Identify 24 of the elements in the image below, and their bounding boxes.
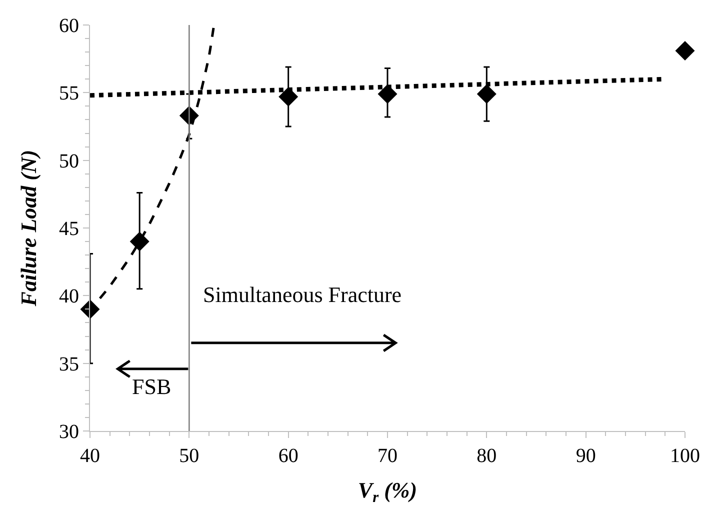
point xyxy=(278,86,298,106)
x-tick-label: 50 xyxy=(179,445,200,467)
y-tick-label: 55 xyxy=(59,82,79,105)
y-tick-label: 50 xyxy=(59,150,79,172)
annotation: FSB xyxy=(132,374,172,399)
x-tick-label: 80 xyxy=(476,445,497,467)
point xyxy=(675,40,695,60)
x-tick-label: 60 xyxy=(278,445,298,467)
x-tick-label: 100 xyxy=(670,445,700,467)
x-tick-label: 70 xyxy=(378,445,398,467)
point xyxy=(80,299,100,319)
y-tick-label: 60 xyxy=(59,15,79,37)
annotation: Simultaneous Fracture xyxy=(203,282,402,307)
y-tick-label: 30 xyxy=(59,421,79,443)
point xyxy=(130,232,150,252)
y-tick-label: 45 xyxy=(59,218,79,240)
x-tick-label: 90 xyxy=(576,445,596,467)
y-axis-title: Failure Load (N) xyxy=(16,150,41,308)
y-tick-label: 35 xyxy=(59,353,79,376)
x-tick-label: 40 xyxy=(80,445,100,467)
y-tick-label: 40 xyxy=(59,286,79,308)
point xyxy=(378,84,398,104)
point xyxy=(476,84,496,104)
x-axis-title: V$_{r}$ (%) xyxy=(358,477,418,506)
